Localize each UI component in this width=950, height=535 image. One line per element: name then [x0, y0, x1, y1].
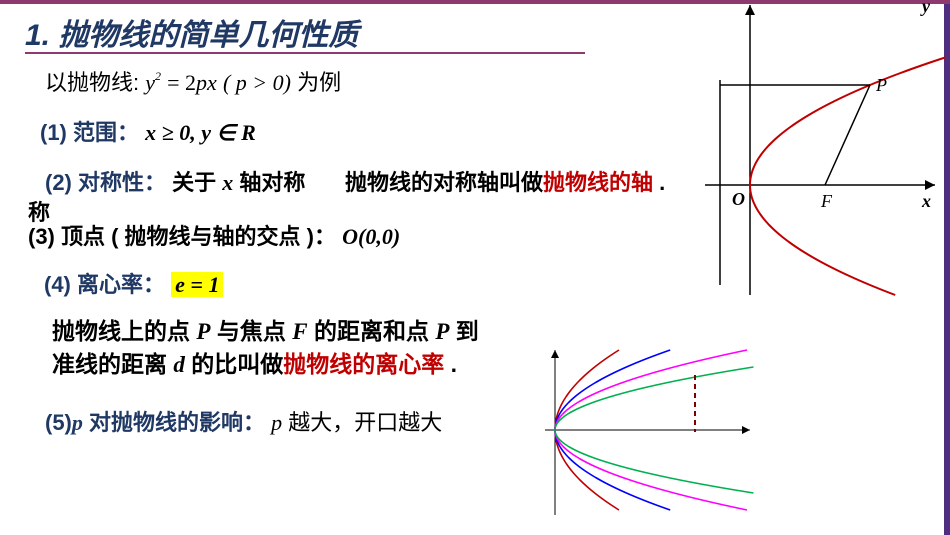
p2b-dot: . [653, 170, 665, 195]
p5-text: 对抛物线的影响： [83, 410, 265, 435]
p3-value: O(0,0) [342, 224, 400, 249]
p5-p: p [72, 410, 83, 435]
p5-val2: 越大，开口越大 [288, 410, 442, 435]
svg-text:y: y [920, 0, 931, 16]
eq-paren: ( p > 0) [223, 70, 291, 95]
property-1: (1) 范围： x ≥ 0, y ∈ R [40, 118, 256, 149]
parabola-diagram: y x O F P [695, 0, 945, 300]
def-l2b: 的比叫做 [185, 351, 283, 377]
eccentricity-def-line2: 准线的距离 d 的比叫做抛物线的离心率 . [52, 348, 457, 381]
def-F: F [292, 319, 307, 344]
svg-text:P: P [875, 75, 887, 95]
svg-text:O: O [732, 189, 745, 209]
eccentricity-def-line1: 抛物线上的点 P 与焦点 F 的距离和点 P 到 [52, 315, 479, 348]
p2-label: (2) 对称性： [45, 170, 166, 195]
eq-prefix: 以抛物线: [45, 70, 145, 95]
eq-sup: 2 [155, 69, 161, 83]
p2b-text1: 抛物线的对称轴叫做 [345, 170, 543, 195]
p4-value: e = 1 [171, 272, 223, 297]
svg-text:x: x [921, 191, 931, 211]
p2b-red: 抛物线的轴 [543, 170, 653, 195]
svg-text:F: F [820, 191, 833, 211]
def-l1b: 与焦点 [210, 318, 292, 344]
def-d: d [173, 352, 185, 377]
page-title: 1. 抛物线的简单几何性质 [25, 10, 358, 54]
property-5: (5)p 对抛物线的影响： p 越大，开口越大 [45, 408, 442, 439]
def-dot: . [444, 351, 457, 377]
def-l1c: 的距离和点 [308, 318, 436, 344]
example-equation: 以抛物线: y2 = 2px ( p > 0) 为例 [45, 68, 341, 99]
def-l1a: 抛物线上的点 [52, 318, 196, 344]
def-P1: P [196, 319, 210, 344]
p3-label: (3) 顶点 ( 抛物线与轴的交点 )： [28, 224, 336, 249]
property-2-note: 抛物线的对称轴叫做抛物线的轴 . [345, 168, 665, 199]
def-l1d: 到 [449, 318, 478, 344]
p5-label: (5) [45, 410, 72, 435]
title-text: 1. 抛物线的简单几何性质 [25, 10, 358, 54]
p4-label: (4) 离心率： [44, 272, 165, 297]
eq-suffix: 为例 [297, 70, 341, 95]
p1-value: x ≥ 0, y ∈ R [145, 120, 256, 145]
property-3: (3) 顶点 ( 抛物线与轴的交点 )： O(0,0) [28, 222, 400, 253]
property-4: (4) 离心率： e = 1 [44, 270, 223, 301]
eq-mid: = 2 [167, 70, 196, 95]
parabola-family-diagram [545, 345, 755, 515]
p2-text1: 关于 [172, 170, 222, 195]
def-red: 抛物线的离心率 [283, 351, 444, 377]
p5-val1: p [271, 410, 282, 435]
p2-x: x [222, 170, 233, 195]
def-l2a: 准线的距离 [52, 351, 173, 377]
def-P2: P [435, 319, 449, 344]
eq-px: px [196, 70, 217, 95]
p2-text2: 轴对称 [239, 170, 305, 195]
property-2: (2) 对称性： 关于 x 轴对称 [45, 168, 305, 199]
title-underline [25, 52, 585, 54]
p1-label: (1) 范围： [40, 120, 139, 145]
eq-y: y [145, 70, 155, 95]
